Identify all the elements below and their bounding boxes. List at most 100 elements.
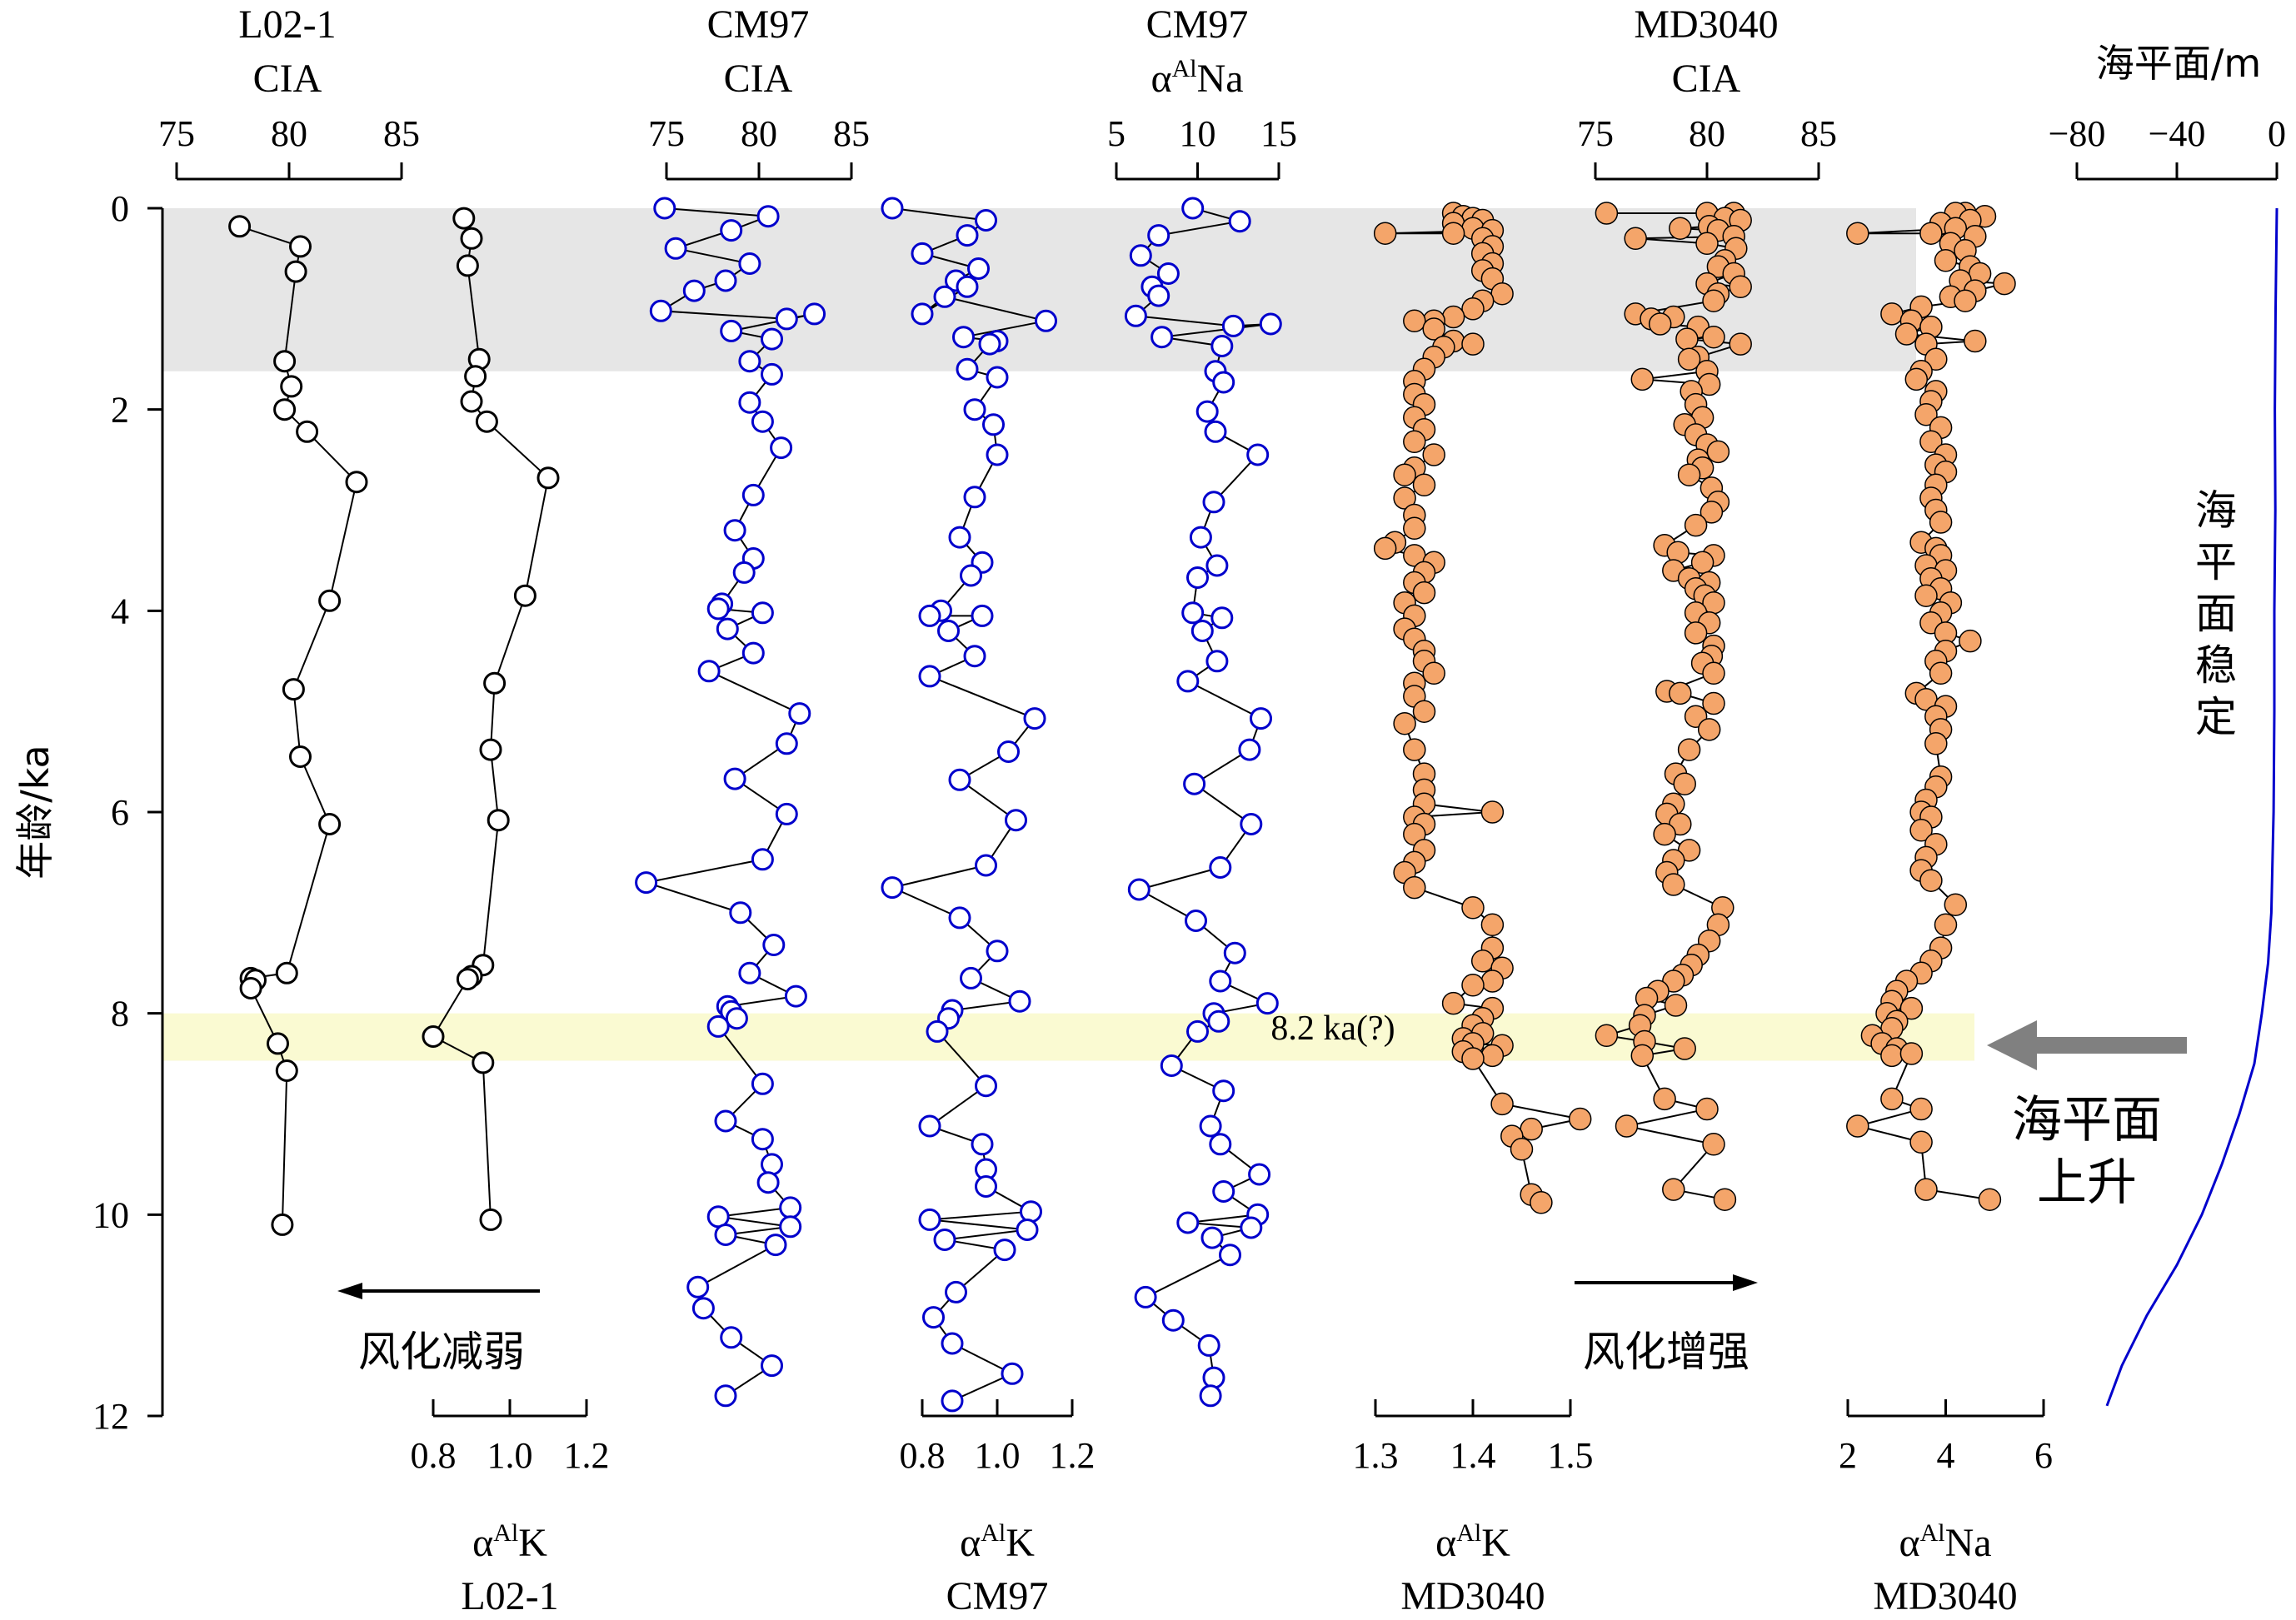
l02-cia-point bbox=[273, 398, 297, 421]
sea-level-stable-char: 面 bbox=[2195, 590, 2237, 638]
md-ak-point bbox=[1480, 913, 1505, 937]
cm97-ak-point bbox=[967, 257, 990, 280]
l02-cia-tick-label: 80 bbox=[271, 113, 307, 154]
cm97-cia-point bbox=[751, 1072, 774, 1095]
sea-level-stable-char: 定 bbox=[2195, 693, 2237, 741]
l02-cia-point bbox=[228, 215, 252, 238]
cm97-cia-tick-label: 80 bbox=[741, 113, 777, 154]
cm97-cia-point bbox=[761, 327, 783, 351]
cm97-cia-point bbox=[788, 702, 811, 725]
cm97-cia-label-line1: CM97 bbox=[707, 2, 810, 47]
md-ana-label-line1: αAlNa bbox=[1899, 1519, 1991, 1565]
l02-ak-tick-label: 1.2 bbox=[564, 1435, 610, 1476]
cm97-ak-point bbox=[948, 768, 971, 791]
md-ana-point bbox=[1978, 1188, 2002, 1211]
cm97-ana-point bbox=[1185, 910, 1207, 932]
cm97-cia-point bbox=[653, 197, 676, 220]
cm97-ak-point bbox=[986, 443, 1009, 466]
md-ana-point bbox=[1929, 661, 1953, 685]
cm97-ana-tick-label: 10 bbox=[1180, 113, 1216, 154]
age-axis-tick-label: 12 bbox=[92, 1396, 129, 1437]
md-ana-point bbox=[1919, 222, 1943, 245]
md-cia-point bbox=[1653, 1087, 1676, 1111]
md-cia-point bbox=[1690, 551, 1715, 575]
md-ak-point bbox=[1461, 896, 1485, 920]
md-cia-point bbox=[1684, 621, 1708, 645]
cm97-ana-point bbox=[1190, 620, 1214, 642]
md-ak-tick-label: 1.4 bbox=[1450, 1435, 1496, 1476]
cm97-ana-point bbox=[1240, 1216, 1263, 1239]
cm97-ana-point bbox=[1209, 856, 1232, 879]
md-ana-point bbox=[1929, 511, 1953, 534]
md-cia-point bbox=[1706, 440, 1730, 464]
age-axis-tick-label: 2 bbox=[111, 390, 129, 431]
md-ak-point bbox=[1393, 463, 1416, 486]
sea-level-rise-line1: 海平面 bbox=[2012, 1091, 2162, 1149]
cm97-cia-label-line2: CIA bbox=[724, 57, 793, 101]
l02-cia-line bbox=[239, 225, 358, 1225]
cm97-ak-point bbox=[1023, 707, 1046, 730]
cm97-ana-point bbox=[1205, 650, 1229, 673]
md-cia-point bbox=[1662, 1178, 1685, 1201]
md-cia-point bbox=[1664, 994, 1688, 1017]
cm97-ak-point bbox=[975, 1175, 997, 1198]
md-ak-point bbox=[1461, 1047, 1485, 1070]
md-cia-point bbox=[1673, 1037, 1696, 1060]
l02-ak-point bbox=[452, 207, 476, 230]
md-ak-point bbox=[1461, 297, 1485, 321]
md-ak-point bbox=[1568, 1107, 1592, 1131]
md-ak-point bbox=[1441, 305, 1465, 329]
md-ana-point bbox=[1919, 869, 1943, 892]
l02-ak-point bbox=[456, 968, 479, 991]
l02-cia-point bbox=[284, 260, 307, 283]
cm97-cia-point bbox=[723, 519, 746, 542]
cm97-ak-point bbox=[997, 740, 1020, 763]
l02-cia-point bbox=[318, 589, 342, 612]
cm97-cia-point bbox=[686, 1275, 710, 1298]
md-ana-point bbox=[1959, 629, 1982, 653]
md-ana-point bbox=[1934, 249, 1958, 272]
md-cia-tick-label: 85 bbox=[1800, 113, 1837, 154]
md-cia-point bbox=[1729, 275, 1752, 299]
l02-ak-point bbox=[483, 671, 507, 695]
cm97-cia-point bbox=[714, 1109, 737, 1133]
l02-ak-point bbox=[460, 390, 483, 413]
cm97-ak-point bbox=[982, 413, 1005, 436]
l02-ak-label-line2: L02-1 bbox=[461, 1574, 558, 1618]
cm97-ak-point bbox=[881, 876, 904, 900]
cm97-ana-point bbox=[1221, 314, 1245, 337]
md-cia-point bbox=[1700, 501, 1724, 524]
cm97-cia-point bbox=[761, 362, 783, 386]
l02-ak-label-line1: αAlK bbox=[472, 1519, 547, 1565]
md-cia-point bbox=[1684, 513, 1708, 537]
l02-cia-point bbox=[239, 977, 262, 999]
age-axis-tick-label: 8 bbox=[111, 994, 129, 1034]
cm97-cia-point bbox=[720, 319, 743, 342]
weathering-strengthening-label: 风化增强 bbox=[1583, 1328, 1749, 1376]
cm97-cia-point bbox=[761, 1153, 783, 1176]
md-cia-point bbox=[1669, 217, 1692, 240]
md-ak-point bbox=[1441, 222, 1465, 245]
md-ana-point bbox=[1944, 893, 1968, 916]
md-ak-point bbox=[1480, 1044, 1505, 1068]
cm97-ak-point bbox=[971, 604, 994, 627]
weathering-weakening-label: 风化减弱 bbox=[358, 1328, 525, 1376]
md-ana-point bbox=[1846, 1114, 1869, 1138]
md-cia-tick-label: 80 bbox=[1689, 113, 1725, 154]
cm97-ak-point bbox=[948, 526, 971, 549]
cm97-ak-point bbox=[952, 326, 975, 349]
age-axis-tick-label: 6 bbox=[111, 792, 129, 833]
cm97-ana-point bbox=[1161, 1308, 1185, 1332]
md-cia-point bbox=[1630, 1044, 1655, 1068]
cm97-ana-point bbox=[1156, 262, 1180, 285]
cm97-ak-point bbox=[918, 1114, 941, 1138]
md-ana-point bbox=[1914, 1178, 1938, 1201]
md-ana-point bbox=[1899, 996, 1924, 1020]
cm97-ana-point bbox=[1210, 606, 1234, 630]
md-cia-label-line1: MD3040 bbox=[1634, 2, 1778, 47]
cm97-ana-point bbox=[1202, 491, 1225, 514]
md-cia-point bbox=[1695, 232, 1719, 256]
md-ak-point bbox=[1403, 875, 1426, 900]
l02-cia-point bbox=[275, 961, 298, 984]
l02-cia-point bbox=[273, 350, 297, 373]
